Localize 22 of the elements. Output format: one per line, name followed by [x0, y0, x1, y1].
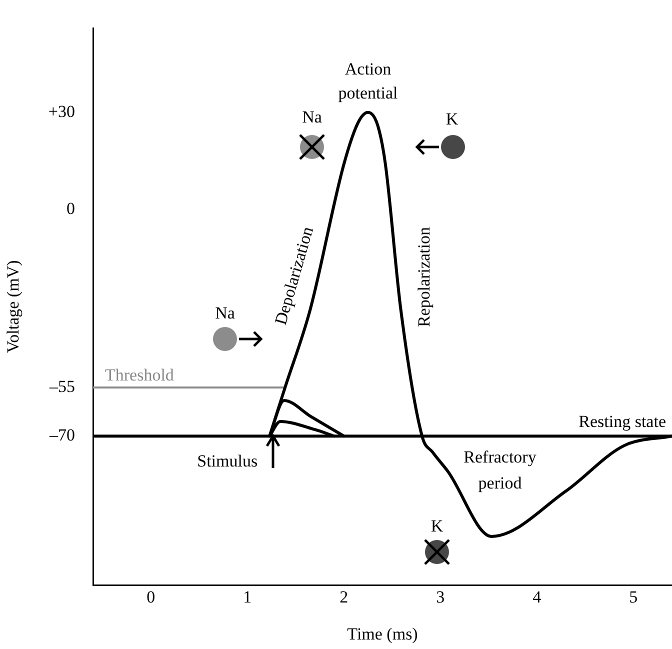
y-tick-label: –70 [48, 426, 75, 445]
x-tick-label: 0 [146, 588, 156, 607]
annotation: K [446, 109, 459, 128]
annotation: Na [302, 107, 322, 126]
annotation: Repolarization [414, 226, 434, 328]
x-tick-label: 4 [532, 588, 542, 607]
x-tick-label: 2 [340, 588, 348, 607]
y-axis-title: Voltage (mV) [4, 260, 23, 353]
y-tick-label: 0 [66, 198, 75, 218]
y-tick-label: +30 [48, 102, 75, 121]
annotation: K [430, 516, 444, 536]
x-tick-label: 3 [436, 588, 445, 607]
x-tick-label: 5 [629, 588, 638, 607]
annotation: Na [215, 303, 236, 322]
y-tick-label: –55 [48, 377, 75, 396]
annotation: Refractory period [464, 447, 537, 492]
ref-line-label: Resting state [578, 412, 666, 432]
x-tick-label: 1 [243, 588, 252, 607]
x-axis-title: Time (ms) [347, 624, 418, 644]
annotation: Stimulus [197, 452, 258, 471]
series-label: Threshold [105, 366, 174, 384]
annotation: Action potential [338, 59, 398, 102]
